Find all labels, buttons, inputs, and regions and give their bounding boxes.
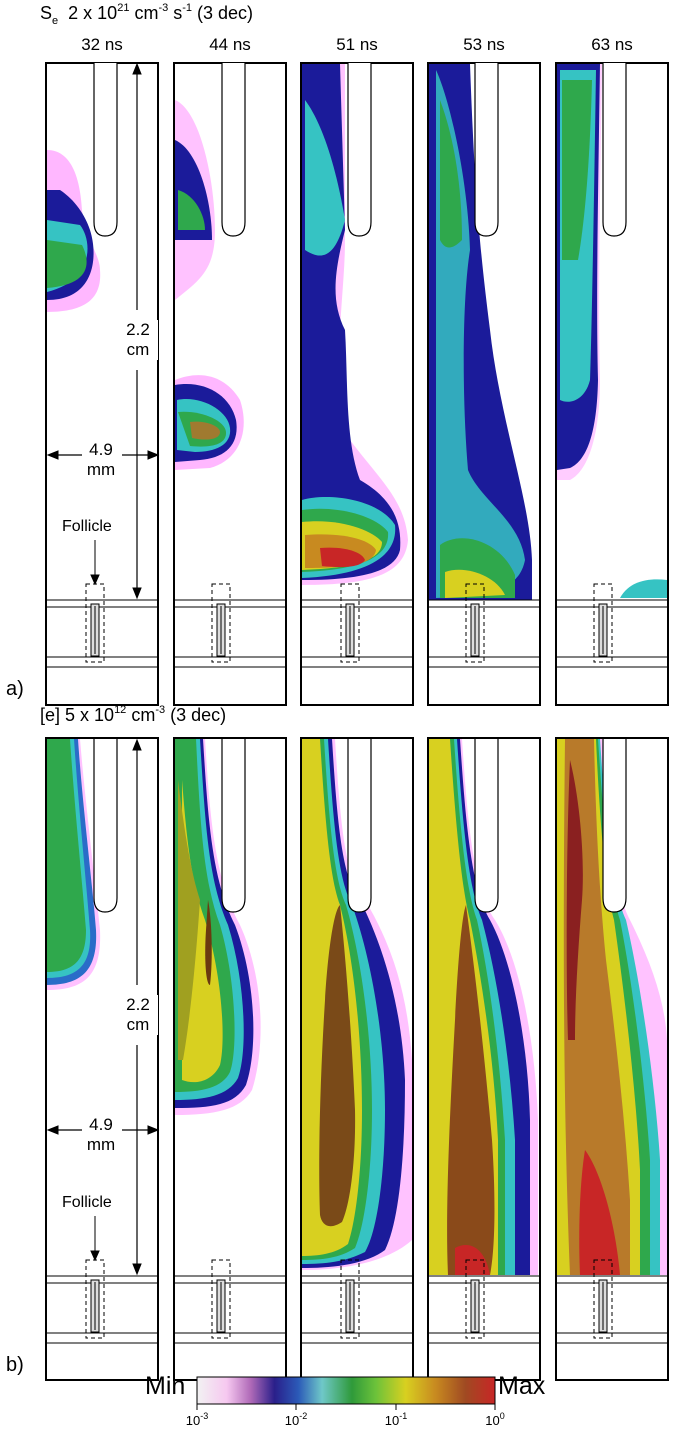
colorbar-min-label: Min	[145, 1372, 186, 1400]
colorbar	[196, 1376, 496, 1410]
colorbar-tick-1: 10-3	[185, 1411, 209, 1428]
time-label-5: 63 ns	[591, 35, 633, 54]
frame-b-44ns	[173, 737, 287, 1381]
time-label-1: 32 ns	[81, 35, 123, 54]
panel-a-label: a)	[6, 678, 24, 700]
length-annotation-a: 2.2 cm	[118, 320, 158, 360]
panel-a	[45, 62, 669, 706]
colorbar-tick-4: 100	[485, 1411, 505, 1428]
frame-a-63ns	[555, 62, 669, 706]
frame-b-53ns	[427, 737, 541, 1381]
frame-b-63ns	[555, 737, 669, 1381]
colorbar-tick-2: 10-2	[284, 1411, 308, 1428]
width-annotation-b: 4.9 mm	[86, 1115, 116, 1154]
dimension-arrows-b	[46, 738, 160, 1276]
time-label-2: 44 ns	[209, 35, 251, 54]
frame-b-51ns	[300, 737, 414, 1381]
frame-a-51ns	[300, 62, 414, 706]
panel-b-title: [e] 5 x 1012 cm-3 (3 dec)	[40, 704, 227, 725]
panel-a-title: Se 2 x 1021 cm-3 s-1 (3 dec)	[40, 2, 254, 27]
follicle-label-a: Follicle	[62, 518, 112, 535]
colorbar-max-label: Max	[498, 1372, 546, 1400]
frame-a-53ns	[427, 62, 541, 706]
width-annotation-a: 4.9 mm	[86, 440, 116, 479]
frame-a-44ns	[173, 62, 287, 706]
panel-b	[45, 737, 669, 1381]
colorbar-tick-3: 10-1	[384, 1411, 408, 1428]
time-label-4: 53 ns	[463, 35, 505, 54]
frame-a-32ns	[45, 62, 159, 706]
follicle-label-b: Follicle	[62, 1194, 112, 1211]
dimension-arrows-a	[46, 62, 160, 600]
length-annotation-b: 2.2 cm	[118, 995, 158, 1035]
frame-b-32ns	[45, 737, 159, 1381]
panel-b-label: b)	[6, 1354, 24, 1376]
time-label-3: 51 ns	[336, 35, 378, 54]
